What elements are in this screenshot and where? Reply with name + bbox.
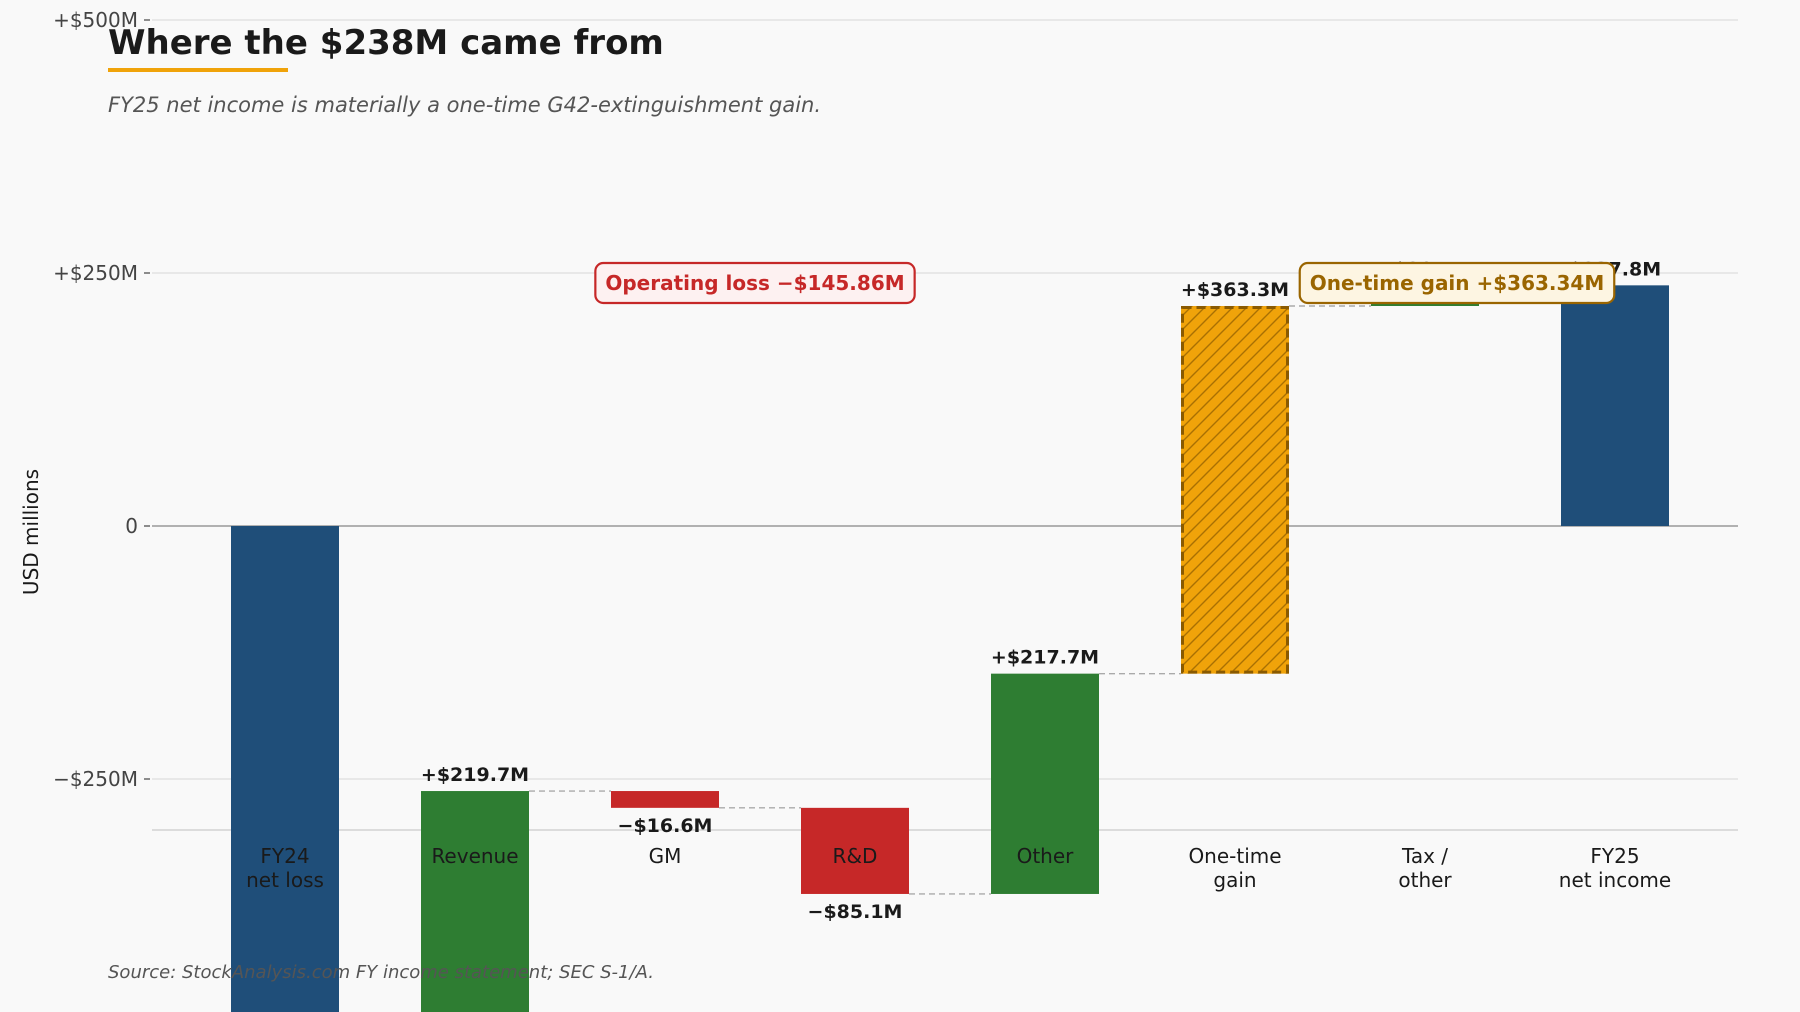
bars	[231, 285, 1669, 1012]
x-tick-line: FY24	[260, 844, 309, 868]
x-tick-label: FY25 net income	[1559, 844, 1671, 892]
x-tick-line: Revenue	[431, 844, 518, 868]
y-tick-label: −$250M	[53, 767, 138, 791]
x-tick-line: Other	[1017, 844, 1075, 868]
x-tick-line: other	[1398, 868, 1452, 892]
annotation-box	[1298, 261, 1616, 305]
bar-decrease	[611, 791, 719, 808]
x-tick-line: GM	[649, 844, 682, 868]
x-tick-line: R&D	[833, 844, 878, 868]
x-tick-label: R&D	[833, 844, 878, 868]
x-tick-label: One-time gain	[1188, 844, 1281, 892]
source-note: Source: StockAnalysis.com FY income stat…	[108, 962, 654, 983]
bar-decrease	[801, 807, 909, 894]
y-tick-label: +$250M	[53, 261, 138, 285]
x-tick-label: FY24 net loss	[246, 844, 324, 892]
y-tick-label: 0	[125, 514, 138, 538]
annotations: Operating loss −$145.86M One-time gain +$…	[594, 261, 1616, 305]
x-tick-line: gain	[1213, 868, 1256, 892]
x-tick-line: net loss	[246, 868, 324, 892]
x-tick-label: GM	[649, 844, 682, 868]
y-axis-label: USD millions	[19, 469, 43, 595]
title-underline	[108, 68, 288, 72]
data-label: +$363.3M	[1181, 279, 1289, 301]
x-tick-labels: FY24 net loss Revenue GM R&D Other One-time gai…	[246, 844, 1671, 892]
bar-dashed-outline	[1181, 305, 1289, 674]
x-tick-line: One-time	[1188, 844, 1281, 868]
chart-title: Where the $238M came from	[108, 23, 664, 63]
x-tick-label: Tax / other	[1398, 844, 1452, 892]
data-label: +$219.7M	[421, 764, 529, 786]
data-label: +$217.7M	[991, 647, 1099, 669]
x-tick-line: net income	[1559, 868, 1671, 892]
annotation-text: Operating loss −$145.86M	[605, 271, 904, 295]
y-tick-label: +$500M	[53, 8, 138, 32]
data-label: −$16.6M	[618, 815, 713, 837]
data-label: −$85.1M	[808, 901, 903, 923]
annotation-operating: Operating loss −$145.86M	[594, 261, 916, 305]
bar-hatch	[1181, 305, 1289, 674]
bar-increase	[421, 791, 529, 1012]
bar-total	[1561, 285, 1669, 526]
chart-subtitle: FY25 net income is materially a one-time…	[108, 93, 821, 117]
bar-total	[231, 526, 339, 1012]
x-tick-line: Tax /	[1401, 844, 1448, 868]
gridlines	[152, 19, 1738, 780]
bar-increase	[991, 673, 1099, 894]
annotation-gain: One-time gain +$363.34M	[1298, 261, 1616, 305]
annotation-text: One-time gain +$363.34M	[1310, 271, 1605, 295]
x-tick-label: Revenue	[431, 844, 518, 868]
x-tick-line: FY25	[1590, 844, 1639, 868]
x-tick-label: Other	[1017, 844, 1075, 868]
annotation-box	[594, 261, 916, 305]
